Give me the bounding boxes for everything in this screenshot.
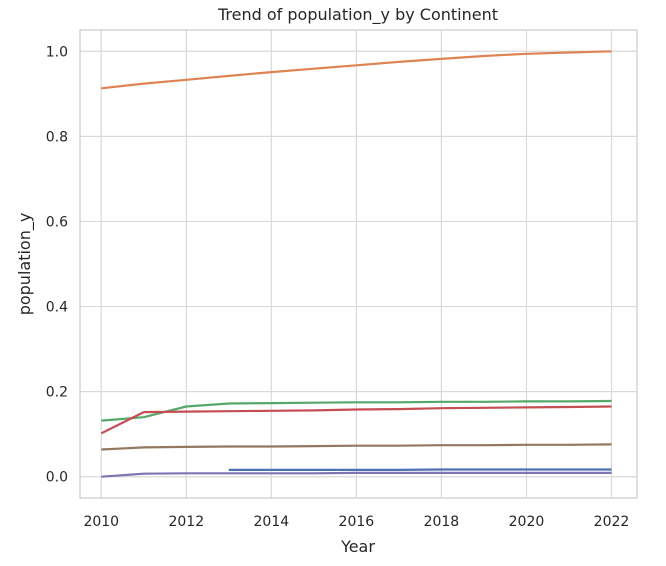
y-tick-label: 0.0 xyxy=(46,470,68,486)
x-tick-label: 2022 xyxy=(594,514,630,530)
series-line-5 xyxy=(101,471,612,478)
x-tick-label: 2018 xyxy=(424,514,460,530)
y-tick-label: 0.4 xyxy=(46,300,68,316)
series-line-6 xyxy=(101,443,612,451)
x-tick-label: 2012 xyxy=(168,514,204,530)
grid-lines xyxy=(80,30,637,498)
y-tick-label: 0.2 xyxy=(46,385,68,401)
chart-title: Trend of population_y by Continent xyxy=(217,5,498,25)
y-tick-label: 0.6 xyxy=(46,214,68,230)
series-lines xyxy=(100,50,612,478)
y-tick-label: 0.8 xyxy=(46,129,68,145)
plot-frame xyxy=(79,29,638,499)
x-tick-label: 2010 xyxy=(83,514,119,530)
series-line-4 xyxy=(100,405,612,435)
x-tick-label: 2020 xyxy=(509,514,545,530)
y-tick-label: 1.0 xyxy=(46,44,68,60)
y-axis-label: population_y xyxy=(15,213,35,316)
x-tick-label: 2014 xyxy=(254,514,290,530)
x-axis-label: Year xyxy=(340,537,375,556)
series-line-3 xyxy=(101,399,612,422)
x-tick-labels: 2010 2012 2014 2016 2018 2020 2022 xyxy=(83,514,629,530)
y-tick-labels: 0.0 0.2 0.4 0.6 0.8 1.0 xyxy=(46,44,68,485)
x-tick-label: 2016 xyxy=(339,514,375,530)
series-line-2 xyxy=(101,50,612,90)
